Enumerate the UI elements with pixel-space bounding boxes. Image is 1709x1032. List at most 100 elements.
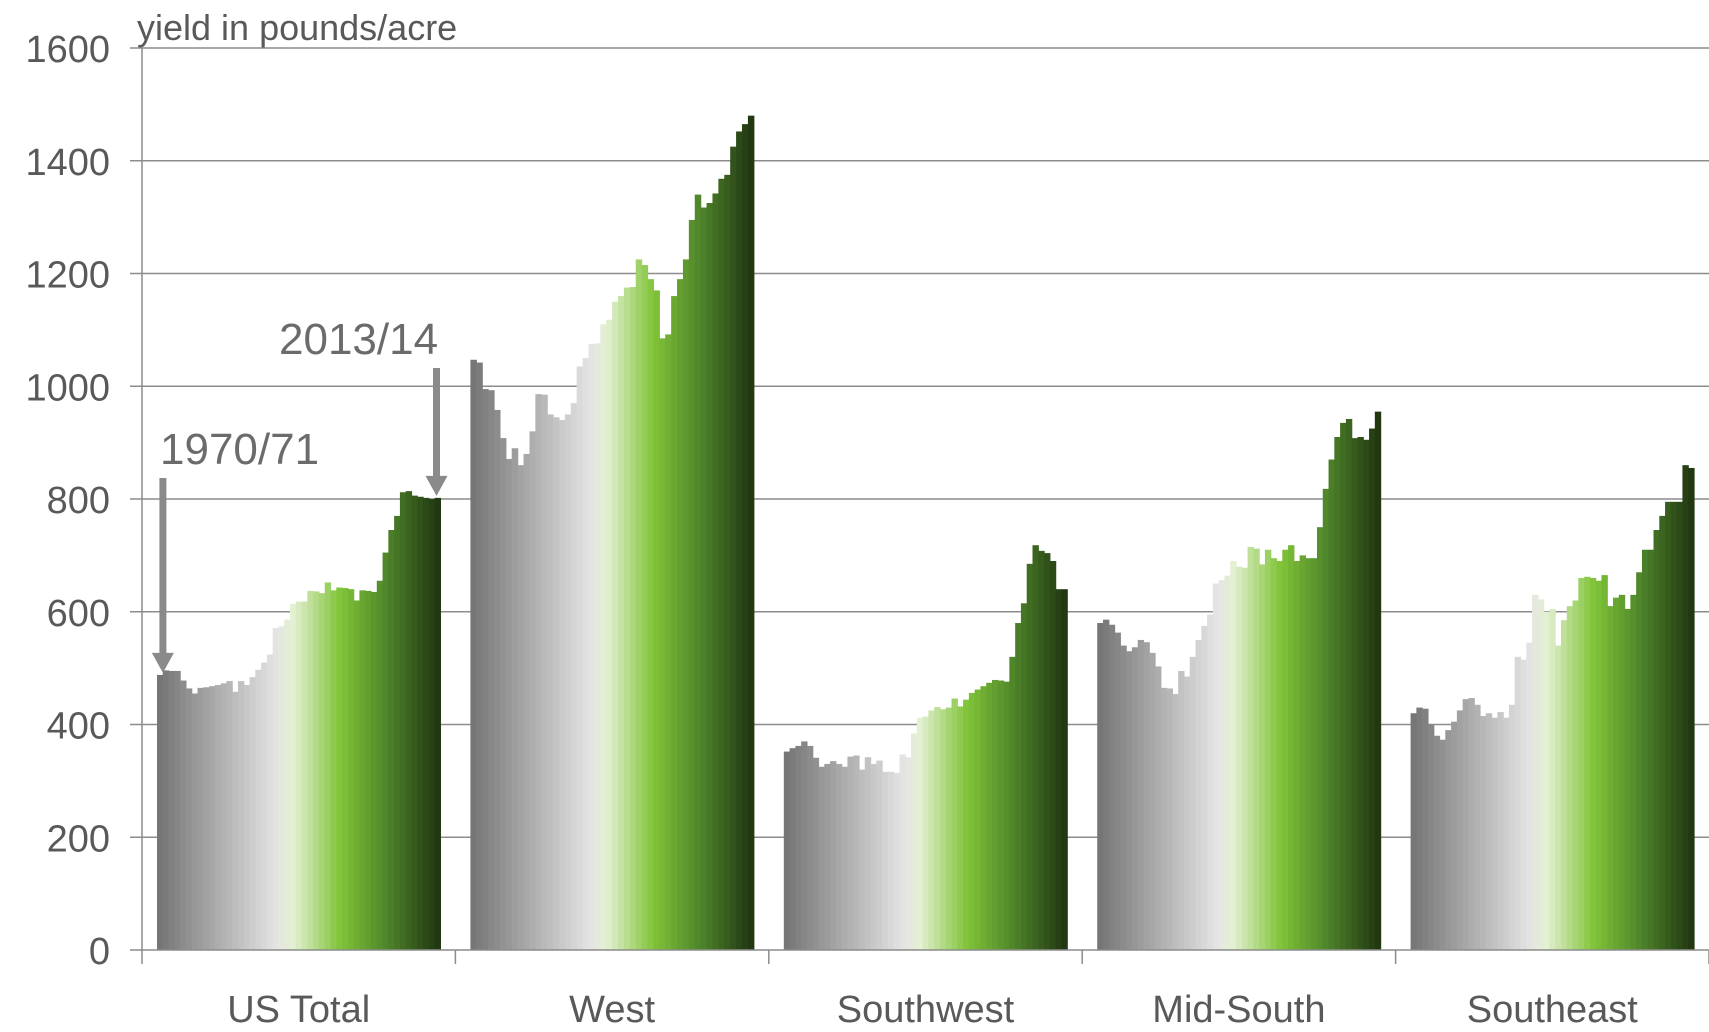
bar	[1224, 575, 1231, 950]
bar	[641, 265, 649, 950]
bar	[1322, 488, 1330, 950]
bar	[499, 438, 507, 950]
category-label: Mid-South	[1152, 989, 1325, 1031]
bar	[405, 491, 413, 950]
bar	[606, 319, 613, 951]
bar-group	[1097, 411, 1382, 951]
bar	[1201, 625, 1208, 950]
bar	[1120, 645, 1127, 950]
bar	[494, 409, 501, 950]
bar	[284, 619, 291, 950]
bar	[336, 587, 343, 950]
bar	[789, 748, 796, 950]
bar	[858, 769, 866, 950]
category-labels: US Total West Southwest Mid-South Southeast	[227, 989, 1638, 1031]
bar	[249, 677, 256, 950]
bar	[1427, 724, 1435, 950]
bar	[1618, 594, 1626, 950]
bar	[618, 296, 625, 950]
bar	[174, 670, 181, 950]
bar	[1555, 645, 1562, 950]
bar-group	[783, 545, 1068, 950]
bar	[588, 343, 595, 951]
bar	[1097, 623, 1104, 950]
bar	[1676, 501, 1684, 950]
bar	[1328, 459, 1335, 950]
bar	[1143, 642, 1150, 950]
bar	[718, 178, 725, 951]
bar	[629, 287, 637, 950]
bar	[162, 670, 170, 950]
bar	[324, 582, 332, 950]
bar	[736, 131, 743, 950]
bar	[1218, 580, 1226, 950]
y-axis-ticks: 0 200 400 600 800 1000 1200 1400 1600	[25, 29, 142, 973]
bar	[529, 431, 536, 951]
bar	[1410, 713, 1417, 950]
bar	[1155, 666, 1162, 950]
bar	[564, 414, 572, 950]
bar	[730, 146, 737, 950]
bar	[677, 279, 684, 950]
bar	[1595, 580, 1603, 950]
bar	[1497, 712, 1504, 950]
bar	[511, 448, 519, 950]
bar	[168, 670, 175, 950]
bar	[1526, 642, 1533, 950]
bar	[841, 766, 849, 950]
bar	[237, 681, 245, 950]
bar	[724, 174, 731, 951]
bar	[922, 716, 929, 950]
bar	[1682, 465, 1689, 950]
bar	[968, 692, 976, 950]
bar	[882, 771, 889, 950]
bar	[694, 194, 702, 950]
bar	[706, 203, 714, 950]
bar	[1114, 632, 1121, 950]
bar	[1439, 739, 1446, 950]
bar	[243, 685, 251, 950]
bar	[266, 654, 274, 950]
bar	[1166, 688, 1173, 950]
axes	[141, 48, 1709, 964]
bar	[1160, 687, 1168, 950]
bar	[1236, 566, 1243, 950]
category-label: Southeast	[1467, 989, 1639, 1031]
bar	[1015, 623, 1022, 950]
annotation-start: 1970/71	[160, 425, 319, 474]
bar	[342, 588, 349, 950]
bar	[570, 403, 578, 950]
bar	[1282, 549, 1289, 950]
bar-group	[157, 491, 441, 950]
bar	[647, 279, 655, 950]
bar	[1532, 594, 1539, 950]
y-tick-label: 0	[89, 931, 110, 973]
bar	[1108, 624, 1116, 950]
bar	[1207, 614, 1214, 950]
bar	[1607, 606, 1614, 950]
bar	[1288, 545, 1295, 950]
bar	[535, 394, 542, 950]
bar	[899, 754, 906, 950]
bar	[1624, 608, 1631, 950]
bar	[1374, 411, 1382, 950]
annotation-arrow-head	[151, 652, 174, 673]
bar	[700, 207, 708, 951]
bar	[185, 688, 193, 950]
bar	[997, 680, 1005, 950]
bar	[428, 499, 436, 950]
bar	[594, 343, 601, 950]
bar	[209, 686, 216, 950]
bar	[1665, 501, 1672, 950]
bar	[1647, 549, 1655, 950]
bar	[1044, 553, 1051, 950]
bar	[934, 707, 941, 950]
bar	[307, 590, 314, 950]
bar	[1131, 647, 1139, 950]
bar	[1241, 567, 1249, 950]
bar	[1247, 546, 1254, 950]
bar	[157, 674, 164, 950]
bar	[301, 601, 308, 950]
bar	[682, 259, 690, 950]
